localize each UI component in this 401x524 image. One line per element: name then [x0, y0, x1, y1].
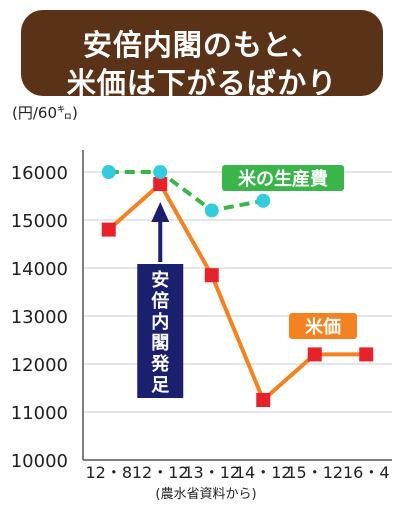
series	[101, 165, 374, 407]
point-production-cost-2	[204, 203, 219, 218]
series-production-cost	[101, 165, 271, 218]
series-line-production-cost	[108, 170, 264, 213]
series-label-rice-price: 米価	[289, 313, 357, 339]
annotation-box	[137, 264, 184, 398]
series-rice-price	[101, 177, 374, 407]
title-line-1: 安倍内閣のもと、	[82, 28, 322, 62]
source-label: (農水省資料から)	[155, 487, 256, 502]
point-production-cost-1	[153, 165, 168, 179]
point-rice-price-2	[204, 268, 219, 283]
y-tick-label-15000: 15000	[11, 211, 68, 232]
series-label-bg-production-cost	[222, 165, 344, 191]
series-label-text-production-cost: 米の生産費	[238, 168, 328, 190]
y-tick-label-12000: 12000	[11, 355, 68, 376]
series-label-production-cost: 米の生産費	[222, 165, 344, 191]
y-tick-label-11000: 11000	[11, 403, 68, 424]
x-tick-label-0: 12・8	[85, 463, 132, 482]
point-rice-price-4	[307, 347, 322, 362]
y-tick-label-16000: 16000	[11, 163, 68, 184]
series-line-rice-price	[107, 182, 367, 402]
y-axis-unit-label: (円/60㌔)	[12, 104, 78, 122]
point-rice-price-3	[256, 393, 271, 407]
annotation-group: 安倍内閣発足	[137, 202, 184, 398]
title-banner: 安倍内閣のもと、 米価は下がるばかり	[21, 10, 383, 100]
x-tick-label-4: 15・12	[286, 463, 343, 482]
y-tick-label-14000: 14000	[11, 259, 68, 280]
y-tick-label-10000: 10000	[11, 451, 68, 472]
y-tick-label-13000: 13000	[11, 307, 68, 328]
title-line-2: 米価は下がるばかり	[66, 66, 338, 100]
point-production-cost-3	[256, 193, 271, 208]
x-tick-label-1: 12・12	[132, 463, 189, 482]
grid-lines	[83, 171, 392, 413]
point-production-cost-0	[101, 165, 116, 179]
series-label-text-rice-price: 米価	[305, 316, 341, 338]
series-label-bg-rice-price	[289, 313, 357, 339]
point-rice-price-0	[101, 222, 116, 237]
y-tick-labels: 10000 11000 12000 13000 14000 15000 16000	[11, 163, 68, 472]
point-rice-price-5	[359, 347, 374, 362]
annotation: 安倍内閣発足	[137, 202, 184, 398]
annotation-arrow-head	[151, 202, 170, 222]
x-tick-label-5: 16・4	[343, 463, 390, 482]
x-tick-label-3: 14・12	[235, 463, 292, 482]
axes	[82, 150, 392, 461]
point-rice-price-1	[153, 177, 168, 191]
annotation-text: 安倍内閣発足	[150, 269, 170, 396]
x-tick-label-2: 13・12	[183, 463, 240, 482]
